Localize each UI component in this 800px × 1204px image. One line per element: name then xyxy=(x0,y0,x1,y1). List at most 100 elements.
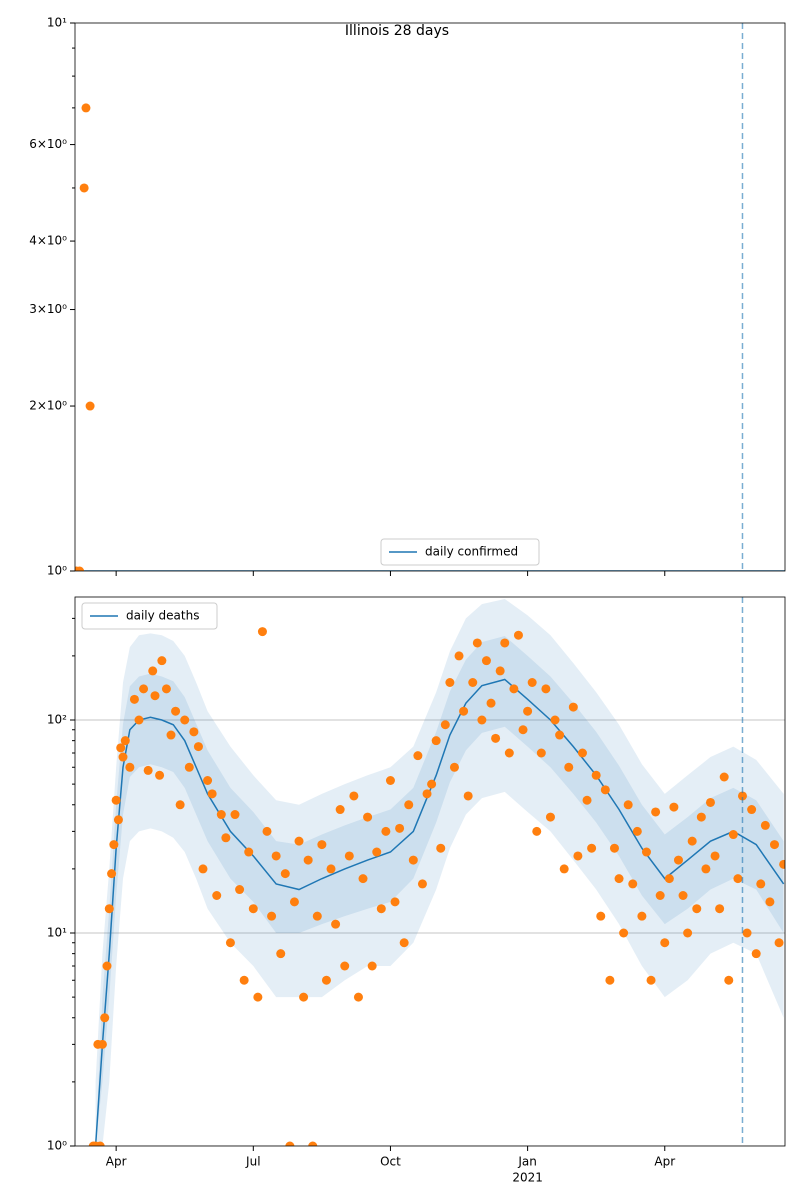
data-point xyxy=(733,874,743,884)
data-point xyxy=(637,911,647,921)
data-point xyxy=(207,789,217,799)
data-point xyxy=(477,715,487,725)
y-tick-label: 10² xyxy=(47,713,67,727)
data-point xyxy=(769,840,779,850)
y-tick-label: 10⁰ xyxy=(47,564,67,578)
data-point xyxy=(335,805,345,815)
data-point xyxy=(239,975,249,985)
data-point xyxy=(97,1039,107,1049)
data-point xyxy=(189,727,199,737)
data-point xyxy=(113,815,123,825)
data-point xyxy=(427,779,437,789)
data-point xyxy=(541,684,551,694)
data-point xyxy=(664,874,674,884)
data-point xyxy=(212,890,222,900)
chart-title: Illinois 28 days xyxy=(345,23,449,39)
data-point xyxy=(628,879,638,889)
data-point xyxy=(95,1141,105,1146)
legend-box xyxy=(81,602,218,630)
data-point xyxy=(705,797,715,807)
data-point xyxy=(641,847,651,857)
data-point xyxy=(262,826,272,836)
data-point xyxy=(408,855,418,865)
data-point xyxy=(440,720,450,730)
axes-frame xyxy=(74,22,786,572)
data-point xyxy=(102,961,112,971)
data-point xyxy=(500,638,510,648)
data-point xyxy=(413,751,423,761)
data-point xyxy=(367,961,377,971)
data-point xyxy=(568,702,578,712)
data-point xyxy=(134,715,144,725)
data-point xyxy=(701,864,711,874)
data-point xyxy=(358,874,368,884)
data-point xyxy=(257,627,267,637)
data-point xyxy=(381,826,391,836)
data-point xyxy=(225,938,235,948)
data-point xyxy=(340,961,350,971)
data-point xyxy=(321,975,331,985)
data-point xyxy=(747,805,757,815)
data-point xyxy=(573,851,583,861)
data-point xyxy=(692,904,702,914)
data-point xyxy=(724,975,734,985)
data-point xyxy=(385,775,395,785)
data-point xyxy=(363,812,373,822)
y-tick-label: 10⁰ xyxy=(47,1139,67,1153)
data-point xyxy=(431,736,441,746)
legend-label: daily confirmed xyxy=(425,545,518,559)
data-point xyxy=(81,103,91,113)
data-point xyxy=(459,706,469,716)
x-tick-label: Apr xyxy=(106,1155,127,1169)
data-point xyxy=(742,928,752,938)
plot-area xyxy=(75,598,785,1146)
data-point xyxy=(111,795,121,805)
data-point xyxy=(696,812,706,822)
data-point xyxy=(85,401,95,411)
legend-label: daily deaths xyxy=(126,609,199,623)
data-point xyxy=(317,840,327,850)
data-point xyxy=(193,742,203,752)
data-point xyxy=(779,859,785,869)
data-point xyxy=(513,630,523,640)
data-point xyxy=(331,919,341,929)
data-point xyxy=(619,928,629,938)
data-point xyxy=(148,666,158,676)
data-point xyxy=(157,656,167,666)
data-point xyxy=(390,897,400,907)
data-point xyxy=(623,800,633,810)
data-point xyxy=(454,651,464,661)
data-point xyxy=(564,762,574,772)
data-point xyxy=(299,992,309,1002)
data-point xyxy=(294,836,304,846)
data-point xyxy=(683,928,693,938)
y-tick-label: 6×10⁰ xyxy=(29,137,67,151)
data-point xyxy=(655,890,665,900)
data-point xyxy=(125,762,135,772)
data-point xyxy=(216,810,226,820)
data-point xyxy=(100,1013,110,1023)
data-point xyxy=(180,715,190,725)
data-point xyxy=(116,743,126,753)
data-point xyxy=(463,791,473,801)
x-tick-label: Oct xyxy=(380,1155,401,1169)
data-point xyxy=(221,833,231,843)
data-point xyxy=(756,879,766,889)
data-point xyxy=(143,765,153,775)
data-point xyxy=(289,897,299,907)
data-point xyxy=(614,874,624,884)
data-point xyxy=(651,807,661,817)
data-point xyxy=(422,789,432,799)
data-point xyxy=(155,770,165,780)
data-point xyxy=(248,904,258,914)
data-point xyxy=(449,762,459,772)
data-point xyxy=(632,826,642,836)
axes-frame xyxy=(74,596,786,1147)
data-point xyxy=(609,843,619,853)
data-point xyxy=(326,864,336,874)
data-point xyxy=(673,855,683,865)
data-point xyxy=(139,684,149,694)
data-point xyxy=(285,1141,295,1146)
data-point xyxy=(376,904,386,914)
